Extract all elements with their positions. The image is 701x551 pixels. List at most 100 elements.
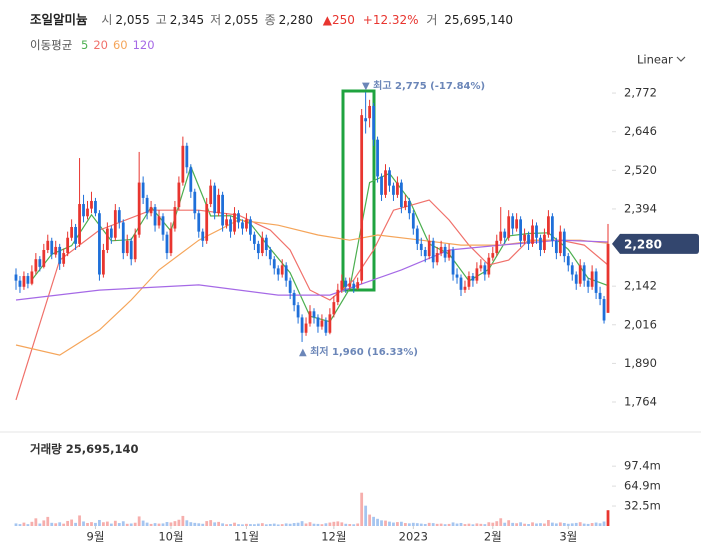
volume-bar (217, 521, 221, 526)
candle-body (197, 213, 201, 232)
quote-label: 시 (101, 13, 113, 27)
candle-body (54, 246, 58, 255)
high-annotation: ▼ 최고 2,775 (-17.84%) (362, 79, 485, 92)
volume-bar (554, 523, 558, 526)
volume-bar (22, 522, 26, 526)
volume-bar (137, 516, 141, 526)
volume-bar (320, 524, 324, 526)
y-tick-label: 2,142 (624, 279, 657, 293)
y-tick-label: 1,764 (624, 395, 657, 409)
volume-bar (590, 523, 594, 526)
volume-bar (384, 520, 387, 526)
volume-bar (487, 522, 491, 526)
candle-body (145, 197, 149, 214)
candle-body (336, 289, 340, 303)
candle-body (419, 243, 423, 250)
candle-body (451, 250, 455, 275)
volume-bar (403, 523, 407, 526)
candle-body (284, 265, 288, 281)
volume-bar (471, 524, 475, 526)
candle-body (249, 219, 252, 235)
volume-bar (543, 523, 546, 526)
x-tick-label: 2월 (484, 530, 502, 544)
candle-body (62, 253, 66, 264)
candle-body (14, 274, 18, 281)
candle-body (94, 200, 97, 214)
candle-body (264, 237, 268, 250)
volume-bar (602, 521, 606, 526)
candle-body (574, 274, 578, 284)
volume-bar (411, 522, 415, 526)
volume-bar (86, 522, 89, 526)
candle-body (268, 250, 272, 260)
ma-legend-item: 5 (80, 38, 89, 52)
volume-bar (125, 523, 129, 526)
candle-body (169, 228, 173, 254)
change-pct: +12.32% (362, 13, 419, 27)
volume-bar (515, 523, 519, 526)
volume-bar (121, 521, 125, 526)
candle-body (316, 317, 320, 327)
candle-body (70, 227, 74, 238)
volume-bar (105, 521, 109, 526)
scale-selector[interactable]: Linear (637, 53, 673, 67)
volume-bar (519, 522, 522, 526)
candle-body (328, 314, 332, 333)
volume-bar (58, 522, 62, 526)
candle-body (360, 115, 364, 281)
volume-bar (562, 522, 566, 526)
candle-body (439, 246, 443, 254)
volume-bar (582, 523, 586, 526)
candle-body (209, 185, 213, 205)
candle-body (582, 265, 586, 281)
candle-body (173, 207, 177, 229)
volume-bar (535, 523, 538, 526)
volume-bar (419, 523, 423, 526)
volume-bar (439, 523, 443, 526)
volume-bar (511, 522, 515, 526)
volume-bar (400, 521, 403, 526)
candle-body (487, 257, 491, 275)
candle-body (396, 182, 399, 195)
x-tick-label: 11월 (234, 530, 259, 544)
volume-bar (102, 522, 105, 526)
y-tick-label: 2,394 (624, 201, 657, 215)
quote-value: 2,055 (224, 13, 259, 27)
candle-body (578, 265, 582, 284)
volume-bar (54, 523, 58, 526)
highlight-box (341, 89, 376, 292)
candle-body (221, 194, 224, 226)
volume-bar (396, 522, 399, 526)
volume-bar (570, 523, 574, 526)
y-tick-label: 2,646 (624, 124, 657, 138)
volume-bar (213, 522, 217, 526)
volume-bar (356, 523, 360, 526)
volume-tick-label: 97.4m (624, 459, 661, 473)
chevron[interactable] (676, 56, 686, 62)
candle-body (455, 274, 459, 278)
candle-body (554, 240, 558, 254)
volume-bar (129, 523, 133, 526)
volume-bar (38, 523, 42, 526)
candle-body (22, 276, 26, 287)
volume-bar (328, 522, 332, 526)
volume-bar (185, 520, 189, 526)
volume-bar (189, 522, 193, 526)
candle-body (66, 237, 70, 254)
ma-line (31, 164, 609, 323)
x-tick-label: 2023 (399, 530, 428, 544)
candle-body (372, 105, 375, 140)
quote-value: 2,345 (169, 13, 205, 27)
volume-bar (566, 523, 570, 526)
volume-bar (507, 520, 511, 526)
volume-total: 25,695,140 (66, 442, 139, 456)
volume-bar (415, 523, 419, 526)
x-tick-label: 10월 (158, 530, 183, 544)
volume-bar (280, 524, 284, 526)
candle-body (296, 305, 300, 318)
candle-body (82, 204, 85, 217)
candle-body (507, 216, 511, 238)
volume-bar (161, 523, 165, 526)
volume-bar (94, 522, 97, 526)
volume-bar (26, 524, 30, 526)
